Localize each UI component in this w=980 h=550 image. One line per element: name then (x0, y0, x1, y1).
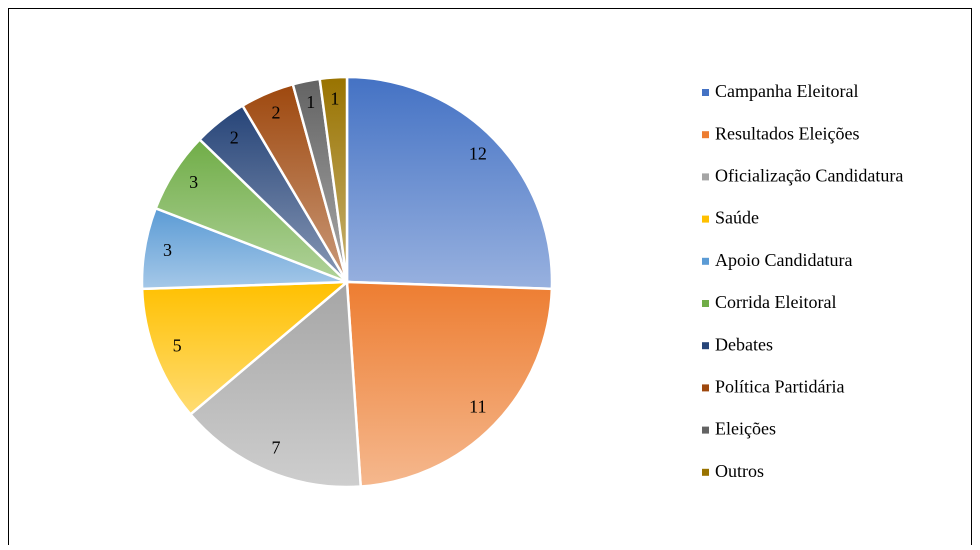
data-label: 1 (330, 89, 339, 109)
legend-label: Apoio Candidatura (715, 250, 852, 270)
data-label: 7 (271, 438, 280, 458)
data-label: 1 (306, 92, 315, 112)
legend-label: Política Partidária (715, 377, 844, 397)
legend-swatch (702, 426, 709, 434)
data-label: 2 (271, 103, 280, 123)
data-label: 5 (173, 336, 182, 356)
legend-swatch (702, 215, 709, 223)
legend-label: Corrida Eleitoral (715, 292, 836, 312)
data-label: 3 (163, 240, 172, 260)
legend-swatch (702, 131, 709, 139)
legend-label: Saúde (715, 208, 759, 228)
legend-label: Oficialização Candidatura (715, 166, 903, 186)
legend-label: Resultados Eleições (715, 123, 859, 143)
data-label: 12 (469, 144, 487, 164)
legend-label: Eleições (715, 419, 776, 439)
legend-swatch (702, 257, 709, 265)
pie-slice (318, 75, 349, 283)
legend-label: Campanha Eleitoral (715, 81, 858, 101)
data-label: 11 (469, 397, 486, 417)
chart-border (8, 8, 972, 545)
pie-slice (140, 280, 351, 417)
legend-swatch (702, 468, 709, 476)
legend-swatch (702, 342, 709, 350)
legend-label: Outros (715, 461, 764, 481)
legend-swatch (702, 300, 709, 307)
pie-slice (345, 280, 554, 488)
legend-swatch (702, 173, 709, 181)
legend-swatch (702, 384, 709, 392)
data-label: 3 (189, 172, 198, 192)
legend-swatch (702, 89, 709, 96)
pie-slice (345, 75, 554, 291)
legend-label: Debates (715, 334, 773, 354)
pie-slice (188, 279, 363, 489)
data-label: 2 (230, 127, 239, 147)
